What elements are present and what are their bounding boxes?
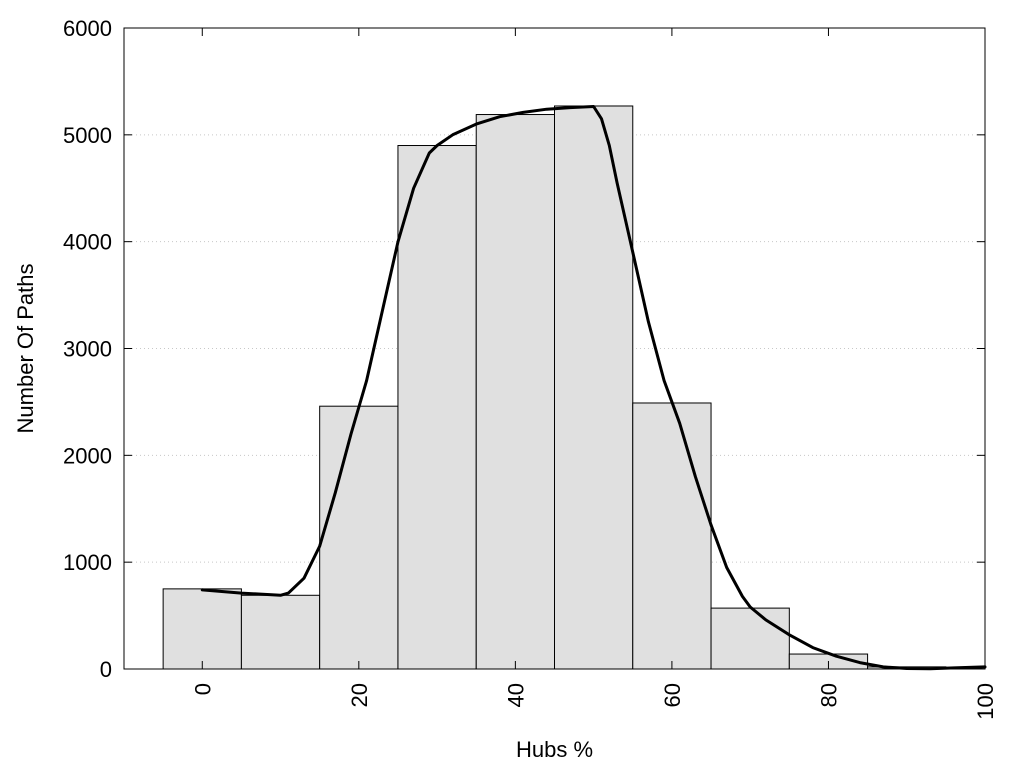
y-tick-label-6000: 6000 — [63, 16, 112, 41]
x-tick-label-20: 20 — [347, 683, 372, 707]
bar-10 — [240, 594, 321, 670]
bar-30 — [397, 145, 477, 670]
bar-20 — [319, 405, 399, 670]
x-axis: 0 20 40 60 80 100 — [190, 28, 998, 720]
y-tick-label-3000: 3000 — [63, 337, 112, 362]
y-tick-label-4000: 4000 — [63, 230, 112, 255]
y-axis-title: Number Of Paths — [13, 264, 38, 434]
x-tick-label-0: 0 — [190, 683, 215, 695]
bar-40 — [475, 114, 555, 670]
x-tick-label-80: 80 — [816, 683, 841, 707]
density-curve — [200, 105, 987, 671]
x-axis-title: Hubs % — [516, 737, 593, 762]
density-curve-line — [200, 105, 987, 671]
bar-50 — [554, 105, 634, 670]
x-tick-label-60: 60 — [660, 683, 685, 707]
x-tick-label-40: 40 — [503, 683, 528, 707]
bar-0 — [162, 588, 242, 670]
x-tick-label-100: 100 — [973, 683, 998, 720]
y-tick-label-1000: 1000 — [63, 550, 112, 575]
y-tick-label-5000: 5000 — [63, 123, 112, 148]
y-tick-label-0: 0 — [100, 657, 112, 682]
bar-60 — [632, 402, 712, 670]
histogram-bars — [162, 105, 947, 670]
bar-70 — [710, 607, 790, 670]
y-axis: 0 1000 2000 3000 4000 5000 6000 — [63, 16, 985, 682]
y-tick-label-2000: 2000 — [63, 443, 112, 468]
